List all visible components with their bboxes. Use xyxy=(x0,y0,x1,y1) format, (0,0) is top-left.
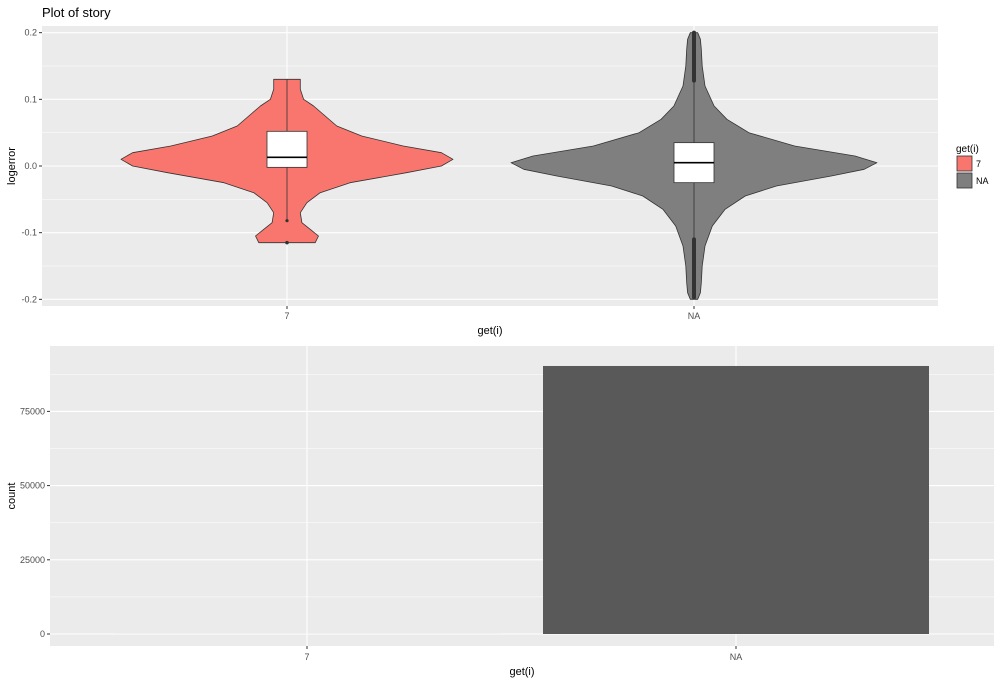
legend: get(i) 7 NA xyxy=(956,144,989,189)
violin-marks xyxy=(120,30,878,300)
bar-y-tick-label: 0 xyxy=(40,629,45,639)
legend-label-na: NA xyxy=(976,176,989,186)
violin-x-axis-title: get(i) xyxy=(477,325,502,337)
bar-y-tick-label: 75000 xyxy=(20,406,45,416)
violin-x-tick-label: NA xyxy=(688,311,701,321)
violin-y-tick-label: 0.2 xyxy=(24,28,37,38)
bar-x-tick-label: 7 xyxy=(304,652,309,662)
bar-plot: 0 25000 50000 75000 7 NA get(i) count xyxy=(6,346,994,678)
bar-y-tick-label: 50000 xyxy=(20,481,45,491)
violin-plot: Plot of story 0.2 0.1 0.0 -0.1 -0.2 7 NA get(… xyxy=(6,5,989,337)
violin-y-tick-label: -0.1 xyxy=(21,228,37,238)
violin-y-tick-label: 0.0 xyxy=(24,161,37,171)
bar-x-axis-title: get(i) xyxy=(509,666,534,678)
bar-y-axis-title: count xyxy=(6,483,18,510)
bar-x-axis: 7 NA xyxy=(304,646,742,662)
bar-y-axis: 0 25000 50000 75000 xyxy=(20,406,50,639)
violin-y-axis: 0.2 0.1 0.0 -0.1 -0.2 xyxy=(21,28,42,304)
legend-label-7: 7 xyxy=(976,159,981,169)
legend-key-7 xyxy=(956,155,973,172)
bar-na xyxy=(543,365,929,634)
legend-key-na xyxy=(956,172,973,189)
outlier-point xyxy=(285,240,289,245)
bar-x-tick-label: NA xyxy=(730,652,743,662)
violin-y-tick-label: 0.1 xyxy=(24,94,37,104)
legend-title: get(i) xyxy=(956,144,979,155)
whisker-end-point xyxy=(285,219,289,223)
violin-x-axis: 7 NA xyxy=(284,306,700,321)
bar-y-tick-label: 25000 xyxy=(20,555,45,565)
violin-x-tick-label: 7 xyxy=(284,311,289,321)
violin-y-axis-title: logerror xyxy=(6,147,18,185)
bar-marks xyxy=(114,365,929,634)
violin-chart-title: Plot of story xyxy=(42,5,111,20)
box-iqr xyxy=(266,130,308,168)
violin-y-tick-label: -0.2 xyxy=(21,294,37,304)
